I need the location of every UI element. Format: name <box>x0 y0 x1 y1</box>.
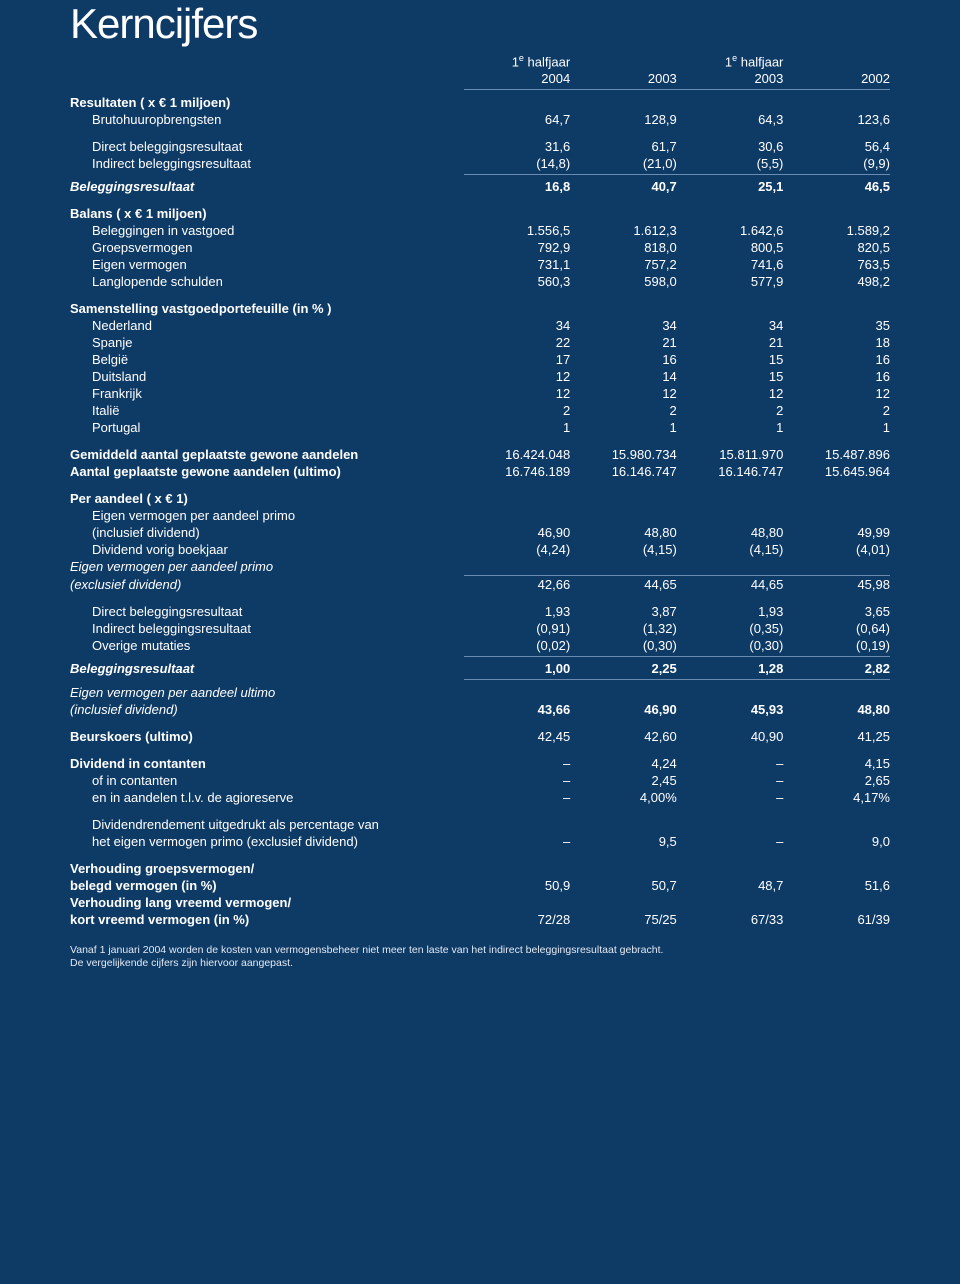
header-row-1: 1e halfjaar 1e halfjaar <box>70 52 890 70</box>
row-portugal: Portugal1111 <box>70 419 890 436</box>
divrendement-label1: Dividendrendement uitgedrukt als percent… <box>70 816 464 833</box>
kerncijfers-table: 1e halfjaar 1e halfjaar 2004 2003 2003 2… <box>70 52 890 928</box>
row-belgie: België17161516 <box>70 351 890 368</box>
verh-lang-label1: Verhouding lang vreemd vermogen/ <box>70 894 464 911</box>
row-direct-bel: Direct beleggingsresultaat31,661,730,656… <box>70 138 890 155</box>
header-row-2: 2004 2003 2003 2002 <box>70 70 890 87</box>
row-eigen-verm: Eigen vermogen731,1757,2741,6763,5 <box>70 256 890 273</box>
per-aandeel-header: Per aandeel ( x € 1) <box>70 490 464 507</box>
row-ind-bel-pa: Indirect beleggingsresultaat(0,91)(1,32)… <box>70 620 890 637</box>
row-langl-schulden: Langlopende schulden560,3598,0577,9498,2 <box>70 273 890 290</box>
row-spanje: Spanje22212118 <box>70 334 890 351</box>
col1-yr: 2004 <box>464 70 571 87</box>
row-duitsland: Duitsland12141516 <box>70 368 890 385</box>
row-aantal-aandelen: Aantal geplaatste gewone aandelen (ultim… <box>70 463 890 480</box>
row-italie: Italië2222 <box>70 402 890 419</box>
row-verh-lang: kort vreemd vermogen (in %)72/2875/2567/… <box>70 911 890 928</box>
row-ev-ultimo: (inclusief dividend)43,6646,9045,9348,80 <box>70 701 890 718</box>
col3-sup: 1e halfjaar <box>677 52 784 70</box>
row-groepsverm: Groepsvermogen792,9818,0800,5820,5 <box>70 239 890 256</box>
row-beurskoers: Beurskoers (ultimo)42,4542,6040,9041,25 <box>70 728 890 745</box>
row-brutohuur: Brutohuuropbrengsten64,7128,964,3123,6 <box>70 111 890 128</box>
footnote: Vanaf 1 januari 2004 worden de kosten va… <box>70 944 890 971</box>
row-en-aandelen: en in aandelen t.l.v. de agioreserve–4,0… <box>70 789 890 806</box>
ev-primo-label: Eigen vermogen per aandeel primo <box>70 507 464 524</box>
row-beleggingsres: Beleggingsresultaat16,840,725,146,5 <box>70 178 890 195</box>
row-gem-aandelen: Gemiddeld aantal geplaatste gewone aande… <box>70 446 890 463</box>
row-verh-groep: belegd vermogen (in %)50,950,748,751,6 <box>70 877 890 894</box>
row-of-contant: of in contanten–2,45–2,65 <box>70 772 890 789</box>
col1-sup: 1e halfjaar <box>464 52 571 70</box>
row-nederland: Nederland34343435 <box>70 317 890 334</box>
row-div-contant: Dividend in contanten–4,24–4,15 <box>70 755 890 772</box>
row-indirect-bel: Indirect beleggingsresultaat(14,8)(21,0)… <box>70 155 890 172</box>
row-overige-mut: Overige mutaties(0,02)(0,30)(0,30)(0,19) <box>70 637 890 654</box>
balans-header: Balans ( x € 1 miljoen) <box>70 205 464 222</box>
page-title: Kerncijfers <box>70 0 890 48</box>
ev-ultimo-label: Eigen vermogen per aandeel ultimo <box>70 684 464 701</box>
col2-yr: 2003 <box>570 70 677 87</box>
row-divrendement: het eigen vermogen primo (exclusief divi… <box>70 833 890 850</box>
verh-groep-label1: Verhouding groepsvermogen/ <box>70 860 464 877</box>
ev-primo-italic: Eigen vermogen per aandeel primo <box>70 558 464 575</box>
row-incl-div: (inclusief dividend)46,9048,8048,8049,99 <box>70 524 890 541</box>
row-div-vorig: Dividend vorig boekjaar(4,24)(4,15)(4,15… <box>70 541 890 558</box>
row-bel-vastgoed: Beleggingen in vastgoed1.556,51.612,31.6… <box>70 222 890 239</box>
resultaten-header: Resultaten ( x € 1 miljoen) <box>70 94 464 111</box>
samenstelling-header: Samenstelling vastgoedportefeuille (in %… <box>70 300 464 317</box>
row-belres-pa: Beleggingsresultaat1,002,251,282,82 <box>70 660 890 677</box>
row-frankrijk: Frankrijk12121212 <box>70 385 890 402</box>
row-dir-bel-pa: Direct beleggingsresultaat1,933,871,933,… <box>70 603 890 620</box>
col3-yr: 2003 <box>677 70 784 87</box>
row-excl-div: (exclusief dividend)42,6644,6544,6545,98 <box>70 575 890 593</box>
col4-yr: 2002 <box>783 70 890 87</box>
